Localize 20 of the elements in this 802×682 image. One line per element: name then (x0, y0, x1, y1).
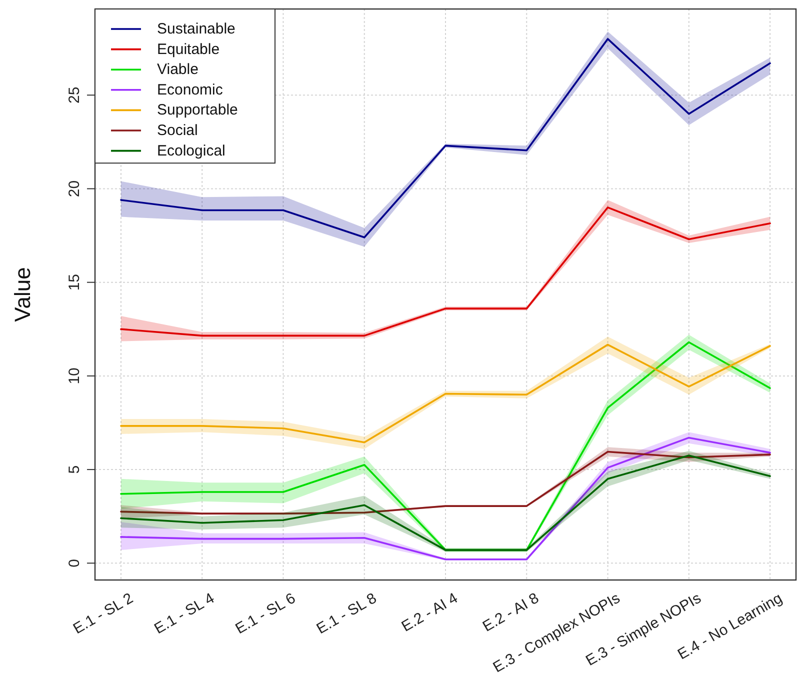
legend-label: Economic (157, 81, 224, 98)
y-tick-label: 0 (66, 558, 83, 568)
y-tick-label: 15 (66, 274, 83, 291)
legend-label: Viable (157, 61, 198, 78)
x-tick-label: E.1 - SL 4 (152, 590, 218, 638)
x-tick-label: E.2 - AI 4 (398, 590, 461, 636)
legend-label: Sustainable (157, 20, 236, 38)
legend-label: Supportable (157, 102, 238, 119)
y-tick-label: 25 (66, 86, 83, 104)
x-tick-label: E.1 - SL 2 (70, 590, 136, 638)
x-tick-label: E.1 - SL 6 (232, 590, 298, 638)
x-tick-label: E.1 - SL 8 (314, 590, 380, 638)
legend-label: Equitable (157, 40, 220, 58)
y-tick-label: 5 (66, 465, 83, 474)
x-tick-label: E.2 - AI 8 (480, 590, 542, 636)
y-tick-label: 10 (66, 368, 83, 384)
y-axis-title: Value (10, 267, 35, 322)
legend-label: Ecological (157, 142, 226, 160)
legend-label: Social (157, 122, 198, 139)
y-tick-label: 20 (66, 180, 83, 198)
